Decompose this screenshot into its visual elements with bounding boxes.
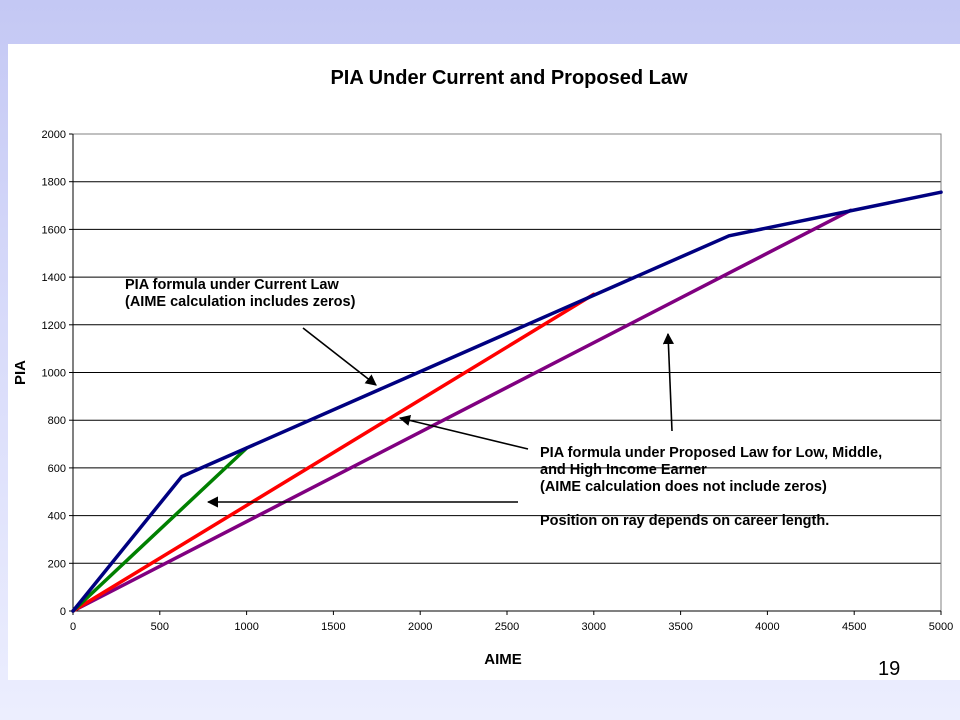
x-tick-label: 3500	[668, 621, 692, 633]
series-line-3	[71, 208, 853, 613]
x-tick-label: 500	[151, 621, 169, 633]
arrow-proposed-to-purple	[662, 332, 675, 432]
x-tick-label: 0	[70, 621, 76, 633]
x-tick-label: 2500	[495, 621, 519, 633]
y-tick-label: 1600	[42, 224, 66, 236]
x-tick-label: 3000	[582, 621, 606, 633]
y-axis-label: PIA	[12, 360, 29, 385]
page-number: 19	[878, 658, 901, 680]
current-law-annotation-line-1: PIA formula under Current Law	[125, 277, 339, 293]
y-tick-label: 600	[48, 463, 66, 475]
y-tick-label: 2000	[42, 129, 66, 141]
x-tick-label: 4000	[755, 621, 779, 633]
x-tick-label: 4500	[842, 621, 866, 633]
y-tick-label: 1400	[42, 272, 66, 284]
x-tick-label: 1000	[234, 621, 258, 633]
proposed-law-annotation-line-3: (AIME calculation does not include zeros…	[540, 479, 827, 495]
proposed-law-annotation: PIA formula under Proposed Law for Low, …	[540, 445, 882, 530]
chart: PIA Under Current and Proposed Law 0 200 40…	[12, 67, 953, 668]
x-tick-label: 5000	[929, 621, 953, 633]
x-tick-label: 2000	[408, 621, 432, 633]
current-law-annotation-line-2: (AIME calculation includes zeros)	[125, 294, 356, 310]
chart-panel: PIA Under Current and Proposed Law 0 200 40…	[8, 44, 960, 680]
arrow-current-law	[302, 327, 377, 386]
proposed-law-annotation-spacer	[540, 496, 882, 513]
current-law-annotation: PIA formula under Current Law (AIME calc…	[125, 277, 355, 311]
proposed-law-annotation-line-5: Position on ray depends on career length…	[540, 513, 830, 529]
chart-title: PIA Under Current and Proposed Law	[330, 67, 688, 89]
y-tick-label: 0	[60, 606, 66, 618]
y-tick-label: 800	[48, 415, 66, 427]
y-tick-label: 200	[48, 558, 66, 570]
proposed-law-annotation-line-1: PIA formula under Proposed Law for Low, …	[540, 445, 883, 461]
series-line-0	[71, 190, 943, 613]
y-tick-label: 1800	[42, 177, 66, 189]
y-tick-label: 400	[48, 511, 66, 523]
x-tick-label: 1500	[321, 621, 345, 633]
x-axis-label: AIME	[484, 651, 522, 668]
series-line-1	[71, 446, 249, 613]
proposed-law-annotation-line-2: and High Income Earner	[540, 462, 707, 478]
arrow-proposed-to-red	[398, 414, 529, 450]
y-tick-label: 1200	[42, 320, 66, 332]
y-tick-label: 1000	[42, 368, 66, 380]
series-line-2	[71, 292, 596, 613]
